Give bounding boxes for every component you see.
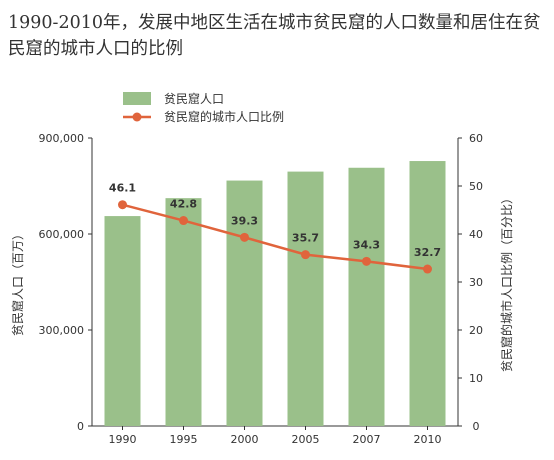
- x-tick-label: 2000: [231, 433, 259, 446]
- legend-bar-swatch: [123, 92, 151, 105]
- data-label: 39.3: [231, 214, 258, 227]
- y-right-tick-label: 30: [469, 276, 483, 289]
- bar: [287, 171, 324, 426]
- bar: [104, 216, 141, 426]
- data-label: 34.3: [353, 238, 380, 251]
- y-left-tick-label: 600,000: [39, 228, 85, 241]
- legend-line-marker: [132, 112, 142, 122]
- x-tick-label: 2010: [414, 433, 442, 446]
- legend: 贫民窟人口 贫民窟的城市人口比例: [123, 91, 284, 124]
- y-right-tick-label: 0: [473, 420, 480, 433]
- y-left-tick-label: 900,000: [39, 132, 85, 145]
- data-label: 46.1: [109, 182, 136, 195]
- x-tick-label: 1990: [109, 433, 137, 446]
- line-point: [118, 200, 127, 210]
- y-right-tick-label: 20: [469, 324, 483, 337]
- legend-bar-label: 贫民窟人口: [164, 91, 224, 106]
- bar: [348, 167, 385, 426]
- y-right-tick-label: 40: [469, 228, 483, 241]
- line-point: [423, 264, 432, 274]
- x-tick-label: 2007: [353, 433, 381, 446]
- y-left-tick-label: 0: [77, 420, 84, 433]
- chart-title: 1990-2010年，发展中地区生活在城市贫民窟的人口数量和居住在贫民窟的城市人…: [8, 13, 541, 59]
- line-point: [301, 250, 310, 260]
- data-label: 42.8: [170, 198, 197, 211]
- y-left-tick-label: 300,000: [39, 324, 85, 337]
- plot-area: 0 300,000 600,000 900,000 0 10 20 30 40 50 60 1990 1…: [39, 132, 484, 446]
- bar: [409, 161, 446, 427]
- legend-line-label: 贫民窟的城市人口比例: [164, 109, 284, 124]
- line-point: [179, 216, 188, 226]
- x-tick-label: 1995: [170, 433, 198, 446]
- data-label: 32.7: [414, 246, 441, 259]
- bar: [165, 198, 202, 426]
- y-right-tick-label: 50: [469, 180, 483, 193]
- line-point: [362, 256, 371, 266]
- y-right-tick-label: 10: [469, 372, 483, 385]
- y-right-axis-label: 贫民窟的城市人口比例（百分比）: [499, 192, 514, 372]
- y-left-axis-label: 贫民窟人口（百万）: [10, 228, 25, 336]
- bar: [226, 180, 263, 426]
- line-point: [240, 232, 249, 242]
- data-label: 35.7: [292, 232, 319, 245]
- x-tick-label: 2005: [292, 433, 320, 446]
- y-right-tick-label: 60: [469, 132, 483, 145]
- series-line: [122, 203, 428, 271]
